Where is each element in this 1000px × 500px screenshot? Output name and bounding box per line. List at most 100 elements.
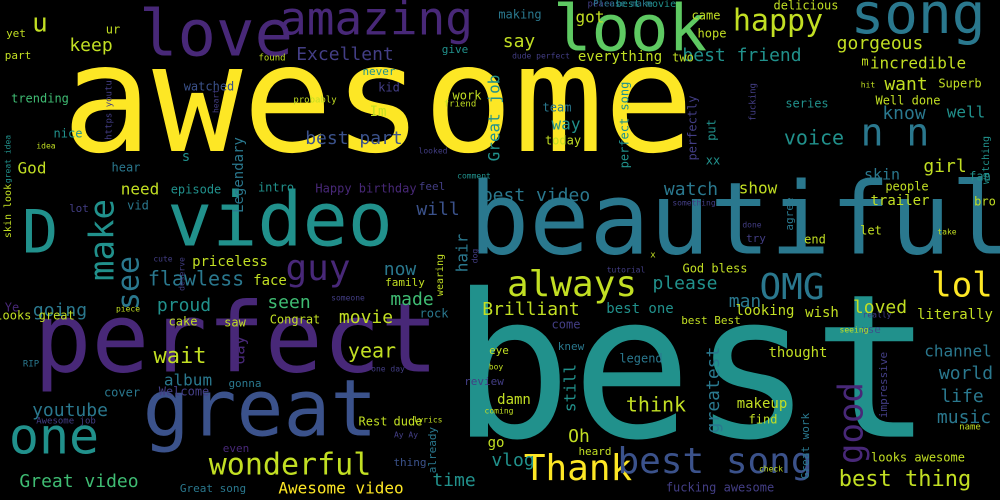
- word-always: always: [507, 264, 637, 305]
- word-ye: Ye: [5, 301, 19, 315]
- word-try: try: [746, 232, 766, 245]
- word-bro: bro: [974, 195, 996, 209]
- word-comment: comment: [457, 172, 491, 181]
- word-find: find: [749, 413, 778, 427]
- word-song: song: [851, 0, 986, 47]
- word-best-friend: best friend: [682, 45, 801, 66]
- word-fucking: fucking: [749, 83, 759, 121]
- word-cute: cute: [153, 255, 172, 264]
- word-n-n: n n: [861, 111, 930, 155]
- word-d: D: [22, 198, 58, 268]
- word-perfectly: perfectly: [686, 95, 700, 160]
- word-happy-birthday: Happy birthday: [315, 182, 416, 196]
- word-best-one: best one: [606, 301, 673, 317]
- word-go: go: [488, 435, 505, 451]
- word-good: good: [832, 382, 872, 464]
- word-boy: boy: [489, 363, 504, 372]
- word-life: life: [940, 386, 983, 407]
- word-thank: Thank: [524, 448, 633, 489]
- word-eye: eye: [489, 344, 509, 357]
- word-proud: proud: [157, 295, 211, 316]
- word-video: video: [167, 176, 393, 264]
- word-greatest: greatest: [703, 347, 724, 434]
- word-brilliant: Brilliant: [482, 299, 580, 320]
- word-damn: damn: [497, 392, 531, 408]
- word-superb: Superb: [938, 77, 981, 91]
- word-priceless: priceless: [192, 254, 268, 270]
- word-best-video: best video: [482, 185, 590, 206]
- word-use: use: [861, 323, 881, 336]
- word-piece: piece: [116, 305, 140, 314]
- word-even: even: [223, 442, 250, 455]
- word-great: great: [143, 364, 378, 454]
- word-look: look: [553, 0, 707, 67]
- word-done: done: [742, 221, 761, 230]
- word-friend: friend: [444, 100, 477, 110]
- word-cake: cake: [169, 315, 198, 329]
- word-skin: skin: [864, 166, 900, 184]
- word-literally: literally: [917, 307, 993, 323]
- word-love: love: [139, 0, 293, 72]
- word-impressive: impressive: [877, 352, 890, 418]
- word-great-job: Great job: [485, 75, 504, 162]
- word-album: album: [164, 371, 212, 390]
- word-way: way: [552, 115, 581, 134]
- word-rest: Rest: [359, 415, 388, 429]
- word-gonna: gonna: [228, 377, 261, 390]
- word-ur: ur: [106, 23, 120, 37]
- word-welcome: Welcome: [159, 385, 210, 399]
- word-lyrics: lyrics: [414, 416, 443, 425]
- word-one-day: one day: [371, 365, 405, 374]
- word-god: God: [18, 159, 47, 178]
- word-today: today: [545, 134, 581, 148]
- word-series: series: [785, 97, 828, 111]
- word-awesome: awesome: [62, 13, 694, 187]
- word-everything: everything: [578, 49, 662, 65]
- word-makeup: makeup: [737, 396, 788, 412]
- word-work: work: [453, 89, 483, 103]
- word-best-movie: best movie: [616, 0, 676, 10]
- word-hear: hear: [112, 161, 141, 175]
- word-got: got: [576, 8, 605, 27]
- word-watch: watch: [664, 179, 718, 200]
- word-happy: happy: [733, 4, 823, 39]
- word-time: time: [432, 470, 475, 491]
- word-rip: RIP: [23, 360, 40, 370]
- word-perfect: perfect: [34, 282, 439, 394]
- word-girl: girl: [923, 156, 966, 177]
- word-watching: watching: [981, 136, 992, 184]
- word-saw: saw: [224, 316, 246, 330]
- word-https-youtu: https youtu: [105, 80, 115, 140]
- word-well: well: [947, 103, 986, 122]
- word-one: one: [9, 408, 99, 466]
- word-people: people: [885, 180, 928, 194]
- word-family: family: [385, 276, 425, 289]
- word-guy: guy: [285, 248, 350, 289]
- word-awesome-job: Awesome job: [36, 417, 96, 427]
- word-take: take: [937, 228, 956, 237]
- word-come: come: [552, 318, 581, 332]
- word-legendary: Legendary: [231, 137, 247, 213]
- word-say: say: [503, 31, 536, 52]
- word-still: still: [561, 364, 580, 412]
- word-give: give: [442, 43, 469, 56]
- word-show: show: [739, 179, 778, 198]
- word-x: x: [650, 251, 656, 261]
- word-congrat: Congrat: [270, 313, 321, 327]
- word-make: make: [83, 199, 123, 281]
- word-heard: heard: [578, 445, 611, 458]
- word-keep: keep: [69, 35, 112, 56]
- word-deserve: deserve: [178, 257, 187, 291]
- word-came: came: [692, 9, 721, 23]
- word-oh: Oh: [568, 426, 590, 447]
- word-great-idea: great idea: [4, 135, 13, 183]
- word-best-part: best part: [305, 128, 403, 149]
- word-ay-ay: Ay Ay: [394, 431, 418, 440]
- word-best: best: [451, 252, 933, 485]
- word-put: put: [705, 119, 719, 141]
- word-dude-perfect: dude perfect: [512, 52, 570, 61]
- word-amazing: amazing: [279, 0, 473, 46]
- word-now: now: [384, 259, 417, 280]
- word-nice: nice: [54, 127, 83, 141]
